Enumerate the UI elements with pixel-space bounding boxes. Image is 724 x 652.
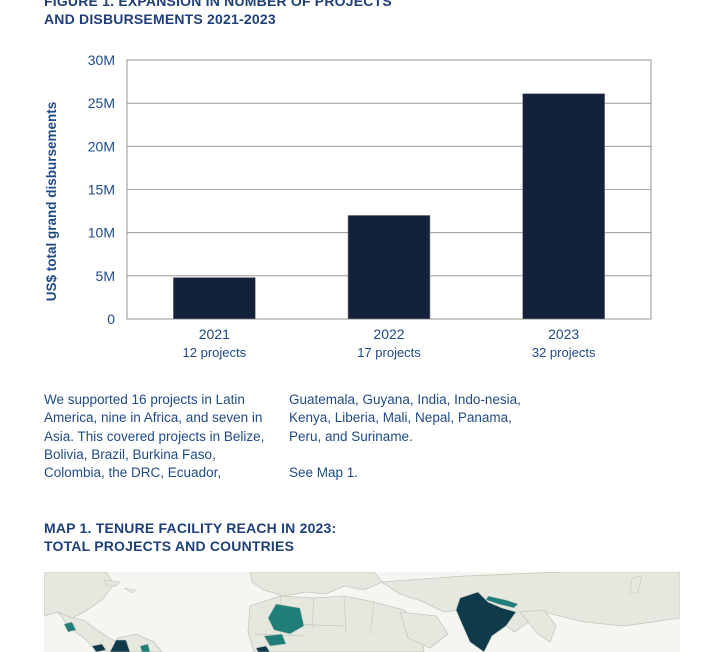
x-tick-sublabel: 32 projects: [532, 345, 596, 360]
y-tick-label: 25M: [88, 95, 115, 111]
x-tick-label: 2023: [548, 326, 579, 342]
x-tick-sublabel: 17 projects: [357, 345, 421, 360]
x-tick-sublabel: 12 projects: [183, 345, 247, 360]
figure-title-line-1: FIGURE 1. EXPANSION IN NUMBER OF PROJECT…: [44, 0, 392, 9]
disbursements-bar-chart: 0 5M 10M 15M 20M 25M 30M US$ total grand disbur…: [44, 52, 652, 360]
figure-title: FIGURE 1. EXPANSION IN NUMBER OF PROJECT…: [44, 0, 392, 28]
y-tick-label: 20M: [88, 138, 115, 154]
y-tick-label: 0: [107, 311, 115, 327]
figure-title-line-2: AND DISBURSEMENTS 2021-2023: [44, 11, 276, 27]
map-title: MAP 1. TENURE FACILITY REACH IN 2023: TO…: [44, 519, 336, 555]
body-text-column-1: We supported 16 projects in Latin Americ…: [44, 392, 265, 481]
map-title-line-1: MAP 1. TENURE FACILITY REACH IN 2023:: [44, 520, 337, 536]
map-land-caribbean: [103, 579, 137, 594]
map-country-guatemala: [63, 621, 77, 633]
bar-2022: [347, 215, 431, 320]
y-axis-label: US$ total grand disbursements: [44, 102, 59, 302]
map-title-line-2: TOTAL PROJECTS AND COUNTRIES: [44, 538, 295, 554]
map-land-japan: [629, 575, 643, 595]
y-tick-label: 30M: [88, 52, 115, 68]
map-country-nepal: [485, 595, 519, 609]
x-tick-label: 2021: [199, 326, 230, 342]
y-tick-label: 10M: [88, 225, 115, 241]
map-land-southeast-asia: [519, 609, 557, 643]
see-map-reference: See Map 1.: [289, 465, 359, 481]
map-country-burkina-faso: [263, 633, 287, 647]
y-tick-label: 5M: [96, 268, 115, 284]
map-land-europe: [249, 572, 383, 597]
map-land-arabia: [399, 611, 449, 649]
map-country-guyana: [139, 643, 151, 652]
bar-2021: [173, 277, 256, 320]
bar-2023: [522, 93, 605, 320]
body-text-countries: Guatemala, Guyana, India, Indo-nesia, Ke…: [289, 392, 521, 444]
x-tick-label: 2022: [373, 326, 404, 342]
world-map: [44, 572, 680, 652]
y-tick-label: 15M: [88, 182, 115, 198]
map-country-liberia: [255, 645, 271, 652]
map-country-colombia: [109, 639, 131, 652]
map-country-panama: [91, 643, 107, 652]
map-country-mali: [267, 603, 305, 635]
body-text-column-2: Guatemala, Guyana, India, Indo-nesia, Ke…: [289, 391, 521, 482]
map-land-americas: [44, 572, 115, 619]
